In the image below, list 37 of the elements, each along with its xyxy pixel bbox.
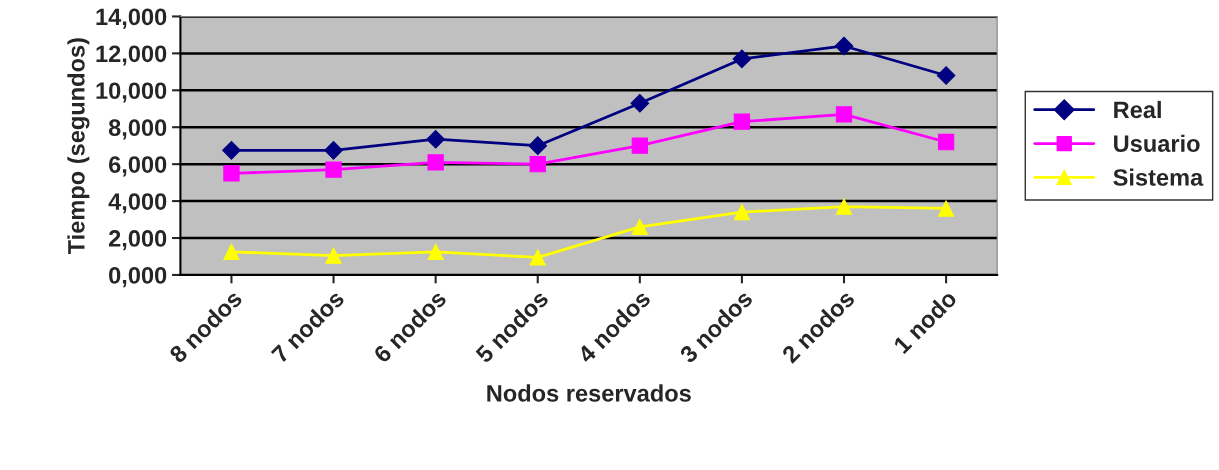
legend-label: Sistema <box>1113 168 1204 186</box>
y-tick-label: 4,000 <box>108 193 167 214</box>
point <box>732 49 752 69</box>
y-tick-label: 12,000 <box>96 45 167 66</box>
point <box>937 200 955 217</box>
y-tick-label: 6,000 <box>109 156 167 177</box>
point <box>733 113 751 130</box>
point <box>222 140 241 160</box>
legend-label: Usuario <box>1114 134 1200 153</box>
point <box>733 204 751 221</box>
point <box>325 247 342 264</box>
point <box>835 198 853 215</box>
point <box>529 156 546 173</box>
point <box>223 165 240 182</box>
point <box>631 218 648 236</box>
point <box>427 243 444 261</box>
point <box>427 154 444 171</box>
y-tick-label: 2,000 <box>108 230 167 251</box>
point <box>324 140 343 160</box>
y-tick-label: 8,000 <box>108 119 167 140</box>
y-tick-label: 0,000 <box>109 267 167 288</box>
x-axis-title: Nodos reservados <box>487 384 691 402</box>
y-tick-label: 10,000 <box>96 82 167 103</box>
point <box>834 36 854 56</box>
point <box>325 161 342 178</box>
point <box>936 66 956 85</box>
point <box>937 133 955 151</box>
point <box>426 129 445 149</box>
point <box>529 249 546 266</box>
point <box>528 136 548 156</box>
point <box>630 93 650 113</box>
point <box>631 137 648 154</box>
y-axis-title: Tiempo (segundos) <box>67 38 90 255</box>
legend-label: Real <box>1114 100 1161 119</box>
y-tick-label: 14,000 <box>96 8 167 29</box>
point <box>835 106 853 123</box>
point <box>223 243 240 261</box>
